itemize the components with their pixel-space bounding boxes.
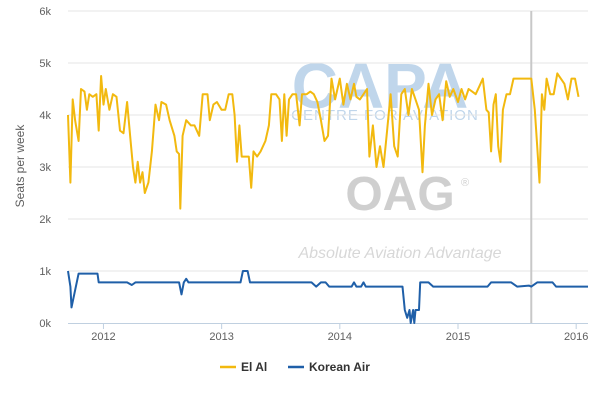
x-axis: 2012 2013 2014 2015 2016 <box>68 323 588 343</box>
watermark-capa-logo: CAPA <box>292 50 469 122</box>
legend-item-korean-air[interactable]: Korean Air <box>288 360 370 374</box>
y-tick-label: 1k <box>39 266 51 278</box>
legend-label-korean-air: Korean Air <box>309 360 370 374</box>
y-tick-label: 4k <box>39 110 51 122</box>
gridlines <box>68 10 588 272</box>
series-lines <box>67 72 588 324</box>
x-tick-label: 2015 <box>446 331 470 343</box>
x-tick-label: 2012 <box>91 331 115 343</box>
legend-label-el-al: El Al <box>241 360 267 374</box>
legend-item-el-al[interactable]: El Al <box>220 360 267 374</box>
series-line-el-al <box>67 72 580 210</box>
y-tick-label: 6k <box>39 6 51 18</box>
watermark-oag-logo: OAG <box>345 168 454 221</box>
y-axis-title: Seats per week <box>13 124 27 208</box>
y-tick-label: 0k <box>39 318 51 330</box>
x-tick-label: 2016 <box>564 331 588 343</box>
series-line-korean-air <box>67 270 588 324</box>
x-tick-label: 2014 <box>328 331 352 343</box>
watermark: CAPA CENTRE FOR AVIATION OAG ® Absolute … <box>291 50 501 262</box>
y-tick-label: 2k <box>39 214 51 226</box>
legend: El Al Korean Air <box>220 360 370 374</box>
x-tick-label: 2013 <box>209 331 233 343</box>
y-tick-label: 3k <box>39 162 51 174</box>
watermark-tagline: Absolute Aviation Advantage <box>297 245 501 262</box>
y-axis-tick-labels: 0k 1k 2k 3k 4k 5k 6k <box>39 6 51 330</box>
y-tick-label: 5k <box>39 58 51 70</box>
watermark-oag-mark: ® <box>461 177 469 189</box>
